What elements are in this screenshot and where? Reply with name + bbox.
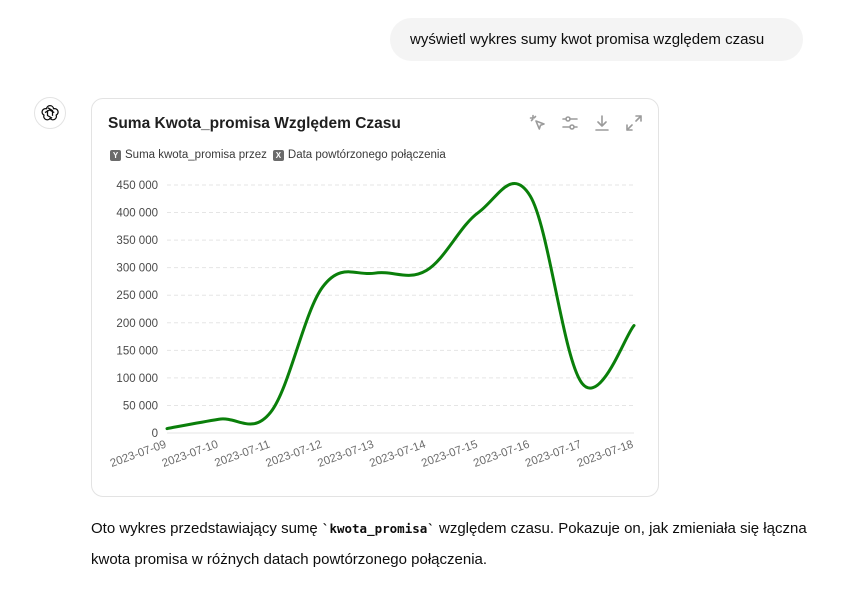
legend-label-x: Data powtórzonego połączenia xyxy=(287,149,446,161)
x-tick-label: 2023-07-18 xyxy=(576,439,635,470)
legend-label-y: Suma kwota_promisa przez xyxy=(125,149,267,161)
x-tick-label: 2023-07-10 xyxy=(161,439,220,470)
x-tick-label: 2023-07-15 xyxy=(420,439,479,470)
y-tick-label: 400 000 xyxy=(116,208,158,220)
answer-text-before: Oto wykres przedstawiający sumę xyxy=(91,520,322,537)
legend-chip-x: X xyxy=(272,149,284,161)
openai-logo-icon xyxy=(34,97,66,129)
y-tick-label: 100 000 xyxy=(116,373,158,385)
y-tick-label: 350 000 xyxy=(116,235,158,247)
x-tick-label: 2023-07-09 xyxy=(109,439,168,470)
x-tick-label: 2023-07-12 xyxy=(264,439,323,470)
assistant-answer: Oto wykres przedstawiający sumę `kwota_p… xyxy=(91,513,811,575)
select-icon[interactable] xyxy=(528,113,548,133)
series-line xyxy=(165,182,636,431)
user-message-bubble: wyświetl wykres sumy kwot promisa względ… xyxy=(390,18,803,61)
chart-toolbar xyxy=(528,113,644,133)
line-chart: 0 50 000 100 000 150 000 200 000 250 000 300 0… xyxy=(109,180,636,470)
answer-code: `kwota_promisa` xyxy=(321,521,435,536)
legend-item-x: X Data powtórzonego połączenia xyxy=(272,149,446,161)
chart-title: Suma Kwota_promisa Względem Czasu xyxy=(108,115,401,132)
legend-chip-y: Y xyxy=(110,149,121,161)
x-tick-label: 2023-07-16 xyxy=(472,439,531,470)
y-tick-label: 250 000 xyxy=(116,290,158,302)
x-tick-label: 2023-07-13 xyxy=(316,439,375,470)
user-message-text: wyświetl wykres sumy kwot promisa względ… xyxy=(410,31,765,48)
y-tick-label: 0 xyxy=(152,428,158,440)
x-tick-label: 2023-07-11 xyxy=(213,439,272,470)
y-tick-label: 150 000 xyxy=(116,345,158,357)
download-icon[interactable] xyxy=(592,113,612,133)
y-tick-label: 50 000 xyxy=(123,400,158,412)
filter-settings-icon[interactable] xyxy=(560,113,580,133)
legend-item-y: Y Suma kwota_promisa przez xyxy=(110,149,267,161)
chart-card: Suma Kwota_promisa Względem Czasu Y Suma… xyxy=(91,98,659,497)
chart-legend: Y Suma kwota_promisa przez X Data powtór… xyxy=(110,149,446,161)
answer-text-after: względem czasu. Pokazuje on, jak zmienia… xyxy=(91,520,807,568)
y-tick-label: 300 000 xyxy=(116,263,158,275)
expand-icon[interactable] xyxy=(624,113,644,133)
x-tick-label: 2023-07-14 xyxy=(368,438,428,470)
x-tick-label: 2023-07-17 xyxy=(524,439,583,470)
y-tick-label: 450 000 xyxy=(116,180,158,192)
y-tick-label: 200 000 xyxy=(116,318,158,330)
